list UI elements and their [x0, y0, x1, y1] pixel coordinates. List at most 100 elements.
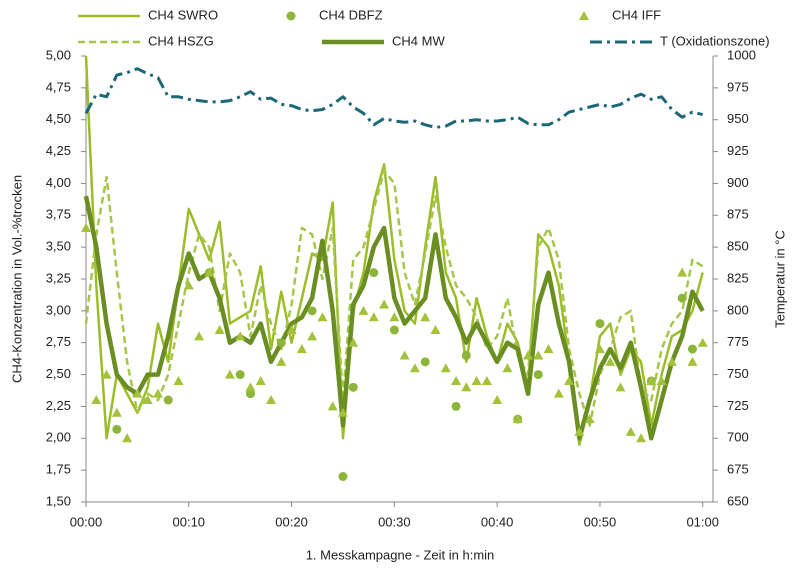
data-point [183, 280, 194, 290]
data-point [338, 472, 348, 482]
legend-label: CH4 IFF [612, 7, 661, 22]
data-point [461, 382, 472, 392]
y-tick-label: 1,50 [46, 493, 71, 508]
y2-tick-label: 725 [727, 398, 749, 413]
data-point [481, 375, 492, 385]
data-point [687, 344, 697, 354]
legend-label: CH4 HSZG [148, 33, 214, 48]
data-point [122, 433, 133, 443]
data-point [666, 356, 677, 366]
data-point [420, 357, 430, 367]
x-axis-title: 1. Messkampagne - Zeit in h:min [306, 547, 495, 562]
x-tick-label: 00:30 [378, 514, 411, 529]
data-point [574, 426, 585, 436]
y2-tick-label: 800 [727, 302, 749, 317]
data-point [163, 395, 173, 405]
y-tick-label: 2,50 [46, 366, 71, 381]
y2-tick-label: 975 [727, 79, 749, 94]
x-tick-label: 00:50 [584, 514, 617, 529]
data-point [553, 388, 564, 398]
legend-label: CH4 SWRO [148, 7, 218, 22]
data-point [512, 414, 523, 424]
y2-axis-title: Temperatur in °C [772, 230, 787, 328]
data-point [687, 356, 698, 366]
data-point [595, 319, 605, 329]
data-point [276, 356, 287, 366]
data-point [369, 268, 379, 278]
data-point [235, 370, 245, 380]
data-point [615, 382, 626, 392]
legend-label: CH4 DBFZ [319, 7, 383, 22]
y2-tick-label: 950 [727, 111, 749, 126]
y2-tick-label: 850 [727, 239, 749, 254]
data-point [112, 424, 122, 434]
y2-tick-label: 675 [727, 462, 749, 477]
y-tick-label: 4,75 [46, 79, 71, 94]
data-point [502, 363, 513, 373]
y2-tick-label: 875 [727, 207, 749, 222]
data-point [605, 356, 616, 366]
x-tick-label: 00:00 [70, 514, 103, 529]
y-tick-label: 4,25 [46, 143, 71, 158]
y2-tick-label: 825 [727, 270, 749, 285]
data-point [317, 312, 328, 322]
data-point [255, 375, 266, 385]
series-line [83, 195, 705, 441]
data-point [533, 370, 543, 380]
y-tick-label: 3,25 [46, 270, 71, 285]
y-tick-label: 3,50 [46, 239, 71, 254]
y2-tick-label: 700 [727, 430, 749, 445]
y-tick-label: 5,00 [46, 47, 71, 62]
y-tick-label: 2,00 [46, 430, 71, 445]
data-point [307, 306, 317, 316]
y2-tick-label: 925 [727, 143, 749, 158]
data-point [461, 350, 471, 360]
data-point [111, 407, 122, 417]
data-point [286, 324, 297, 334]
data-point [409, 363, 420, 373]
y2-tick-label: 1000 [727, 47, 756, 62]
data-point [173, 375, 184, 385]
legend-label: CH4 MW [392, 33, 445, 48]
data-point [379, 299, 390, 309]
data-point [389, 325, 399, 335]
x-tick-label: 00:40 [481, 514, 514, 529]
y-tick-label: 3,75 [46, 207, 71, 222]
data-point [368, 312, 379, 322]
data-point [348, 382, 358, 392]
y-tick-label: 1,75 [46, 462, 71, 477]
series-line [84, 67, 704, 129]
data-point [337, 407, 348, 417]
data-point [81, 223, 91, 233]
series-line [84, 169, 704, 427]
data-point [451, 401, 461, 411]
data-point [430, 324, 441, 334]
data-point [327, 401, 338, 411]
data-point [399, 350, 410, 360]
data-point [194, 331, 205, 341]
y-tick-label: 2,25 [46, 398, 71, 413]
data-point [307, 331, 318, 341]
data-point [224, 369, 235, 379]
data-point [245, 389, 255, 399]
data-point [533, 350, 544, 360]
y-axis-title: CH4-Konzentration in Vol.-%trocken [9, 175, 24, 383]
data-point [276, 338, 286, 348]
data-point [214, 324, 225, 334]
data-point [522, 350, 533, 360]
data-point [389, 312, 400, 322]
data-point [636, 433, 647, 443]
data-point [132, 388, 143, 398]
data-point [91, 395, 102, 405]
data-point [451, 375, 462, 385]
legend-swatch [286, 11, 296, 21]
data-point [358, 305, 369, 315]
y2-tick-label: 900 [727, 175, 749, 190]
data-point [625, 426, 636, 436]
data-point [594, 344, 605, 354]
y-tick-label: 4,00 [46, 175, 71, 190]
y-tick-label: 2,75 [46, 334, 71, 349]
data-point [677, 267, 688, 277]
data-point [101, 369, 112, 379]
